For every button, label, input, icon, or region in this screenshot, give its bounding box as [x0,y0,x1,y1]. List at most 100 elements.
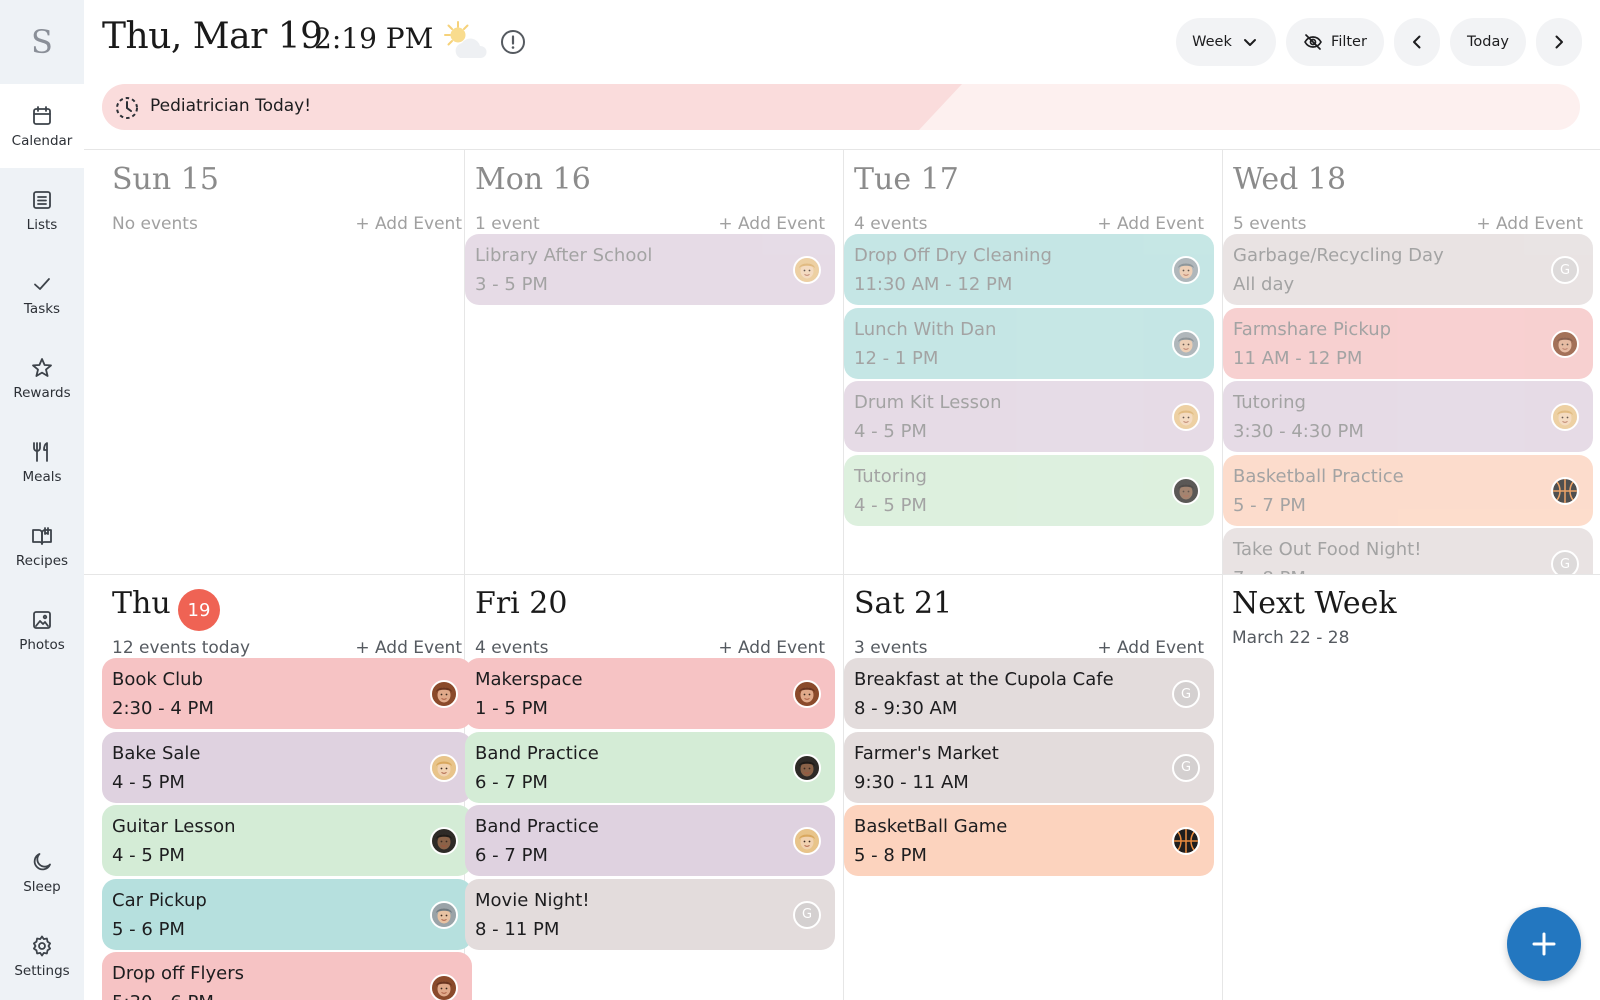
day-title[interactable]: Mon 16 [475,162,591,197]
chevron-right-icon [1555,35,1563,49]
event-card[interactable]: Take Out Food Night! 7 - 8 PM G [1223,528,1593,574]
today-button[interactable]: Today [1450,18,1526,66]
event-card[interactable]: Car Pickup 5 - 6 PM [102,878,472,950]
event-card[interactable]: Farmer's Market 9:30 - 11 AM G [844,731,1214,803]
sidebar-item-calendar[interactable]: Calendar [0,84,84,168]
event-card[interactable]: Farmshare Pickup 11 AM - 12 PM [1223,307,1593,379]
sidebar-item-lists[interactable]: Lists [0,168,84,252]
event-time: 5 - 6 PM [112,918,185,940]
add-event-link[interactable]: + Add Event [1097,638,1204,658]
event-card[interactable]: Bake Sale 4 - 5 PM [102,731,472,803]
event-card[interactable]: Guitar Lesson 4 - 5 PM [102,805,472,876]
plus-icon [1532,932,1556,956]
event-card[interactable]: BasketBall Game 5 - 8 PM [844,805,1214,876]
event-card[interactable]: Lunch With Dan 12 - 1 PM [844,307,1214,379]
event-time: 5 - 8 PM [854,845,927,866]
avatar [430,974,458,1000]
event-time: 4 - 5 PM [854,494,927,516]
progress-clock-icon [116,97,138,119]
sidebar-item-label: Rewards [13,384,71,401]
day-title[interactable]: Thu [112,586,171,621]
filter-button[interactable]: Filter [1286,18,1384,66]
current-time: 2:19 PM [314,22,434,55]
event-card[interactable]: Garbage/Recycling Day All day G [1223,234,1593,305]
photo-icon [33,610,51,629]
gear-icon [33,935,51,956]
sun-cloud-icon [444,21,487,58]
sidebar-item-photos[interactable]: Photos [0,588,84,672]
add-event-fab[interactable] [1507,907,1581,981]
event-title: Bake Sale [112,742,201,764]
event-count: No events [112,214,198,234]
add-event-link[interactable]: + Add Event [718,214,825,234]
event-time: 9:30 - 11 AM [854,771,969,793]
app-logo[interactable]: S [31,23,53,61]
event-card[interactable]: Drum Kit Lesson 4 - 5 PM [844,381,1214,452]
event-card[interactable]: Drop Off Dry Cleaning 11:30 AM - 12 PM [844,234,1214,305]
event-card[interactable]: Makerspace 1 - 5 PM [465,658,835,729]
event-card[interactable]: Tutoring 3:30 - 4:30 PM [1223,381,1593,452]
event-card[interactable]: Drop off Flyers 5:30 - 6 PM [102,952,472,1000]
event-title: Makerspace [475,669,583,690]
star-icon [32,357,52,377]
add-event-link[interactable]: + Add Event [718,638,825,658]
event-card[interactable]: Movie Night! 8 - 11 PM G [465,878,835,950]
countdown-banner[interactable]: Pediatrician Today! [102,84,1580,130]
add-event-link[interactable]: + Add Event [355,638,462,658]
event-time: 8 - 9:30 AM [854,698,958,719]
day-title[interactable]: Wed 18 [1233,162,1347,197]
sidebar-item-tasks[interactable]: Tasks [0,252,84,336]
alert-circle-icon[interactable] [500,29,526,55]
event-title: Farmer's Market [854,742,999,764]
grid-divider [843,149,844,1000]
next-week-title[interactable]: Next Week [1232,586,1397,621]
event-card[interactable]: Basketball Practice 5 - 7 PM [1223,454,1593,526]
event-time: 8 - 11 PM [475,918,560,940]
event-time: 3:30 - 4:30 PM [1233,421,1364,442]
day-title[interactable]: Sat 21 [854,586,953,621]
event-time: 4 - 5 PM [854,421,927,442]
avatar [1551,403,1579,431]
event-card[interactable]: Book Club 2:30 - 4 PM [102,658,472,729]
page-title: Thu, Mar 19 [102,16,323,57]
sidebar-item-meals[interactable]: Meals [0,420,84,504]
chevron-down-icon [1243,39,1256,46]
avatar: G [1551,550,1579,574]
add-event-link[interactable]: + Add Event [355,214,462,234]
day-title[interactable]: Tue 17 [854,162,959,197]
event-card[interactable]: Band Practice 6 - 7 PM [465,805,835,876]
sidebar-item-rewards[interactable]: Rewards [0,336,84,420]
next-week-button[interactable] [1536,18,1582,66]
event-time: 12 - 1 PM [854,347,939,369]
event-time: 11 AM - 12 PM [1233,347,1363,369]
sidebar-item-settings[interactable]: Settings [0,914,84,998]
moon-icon [33,852,51,870]
event-card[interactable]: Breakfast at the Cupola Cafe 8 - 9:30 AM G [844,658,1214,729]
event-title: Breakfast at the Cupola Cafe [854,669,1114,690]
sidebar-item-sleep[interactable]: Sleep [0,830,84,914]
avatar [1172,329,1200,358]
event-card[interactable]: Tutoring 4 - 5 PM [844,454,1214,526]
sidebar-item-label: Photos [19,636,65,653]
grid-divider [84,574,1600,575]
add-event-link[interactable]: + Add Event [1476,214,1583,234]
add-event-link[interactable]: + Add Event [1097,214,1204,234]
sidebar-item-recipes[interactable]: Recipes [0,504,84,588]
event-count: 12 events today [112,638,251,658]
view-select-button[interactable]: Week [1176,18,1276,66]
day-title[interactable]: Sun 15 [112,162,219,197]
event-title: Farmshare Pickup [1233,318,1392,340]
day-title[interactable]: Fri 20 [475,586,568,621]
book-icon [32,526,52,545]
event-count: 3 events [854,638,928,658]
event-card[interactable]: Library After School 3 - 5 PM [465,234,835,305]
avatar [1551,329,1579,358]
sidebar-item-label: Sleep [23,878,61,895]
previous-week-button[interactable] [1394,18,1440,66]
event-time: 4 - 5 PM [112,845,185,866]
avatar [793,680,821,708]
event-card[interactable]: Band Practice 6 - 7 PM [465,731,835,803]
event-title: Drop Off Dry Cleaning [854,245,1052,266]
event-time: 6 - 7 PM [475,845,548,866]
sidebar-item-label: Tasks [23,300,61,317]
